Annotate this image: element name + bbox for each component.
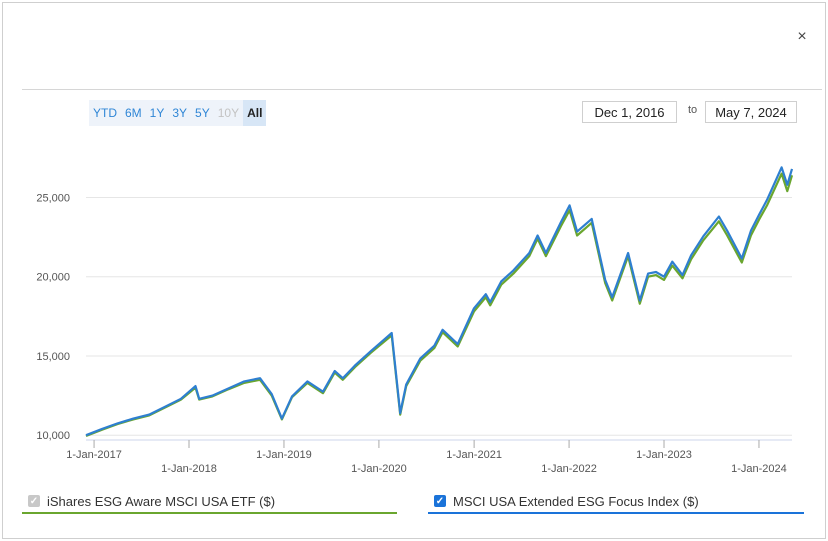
- x-tick-label: 1-Jan-2020: [351, 463, 407, 475]
- legend-item-series1[interactable]: ✓ iShares ESG Aware MSCI USA ETF ($): [22, 488, 275, 514]
- x-tick-label: 1-Jan-2024: [731, 463, 787, 475]
- range-button-5y[interactable]: 5Y: [195, 106, 210, 120]
- series-line-2: [85, 166, 794, 437]
- range-selector: YTD 6M 1Y 3Y 5Y 10Y All: [89, 100, 267, 126]
- grid-layer: [86, 196, 792, 436]
- series2-label: MSCI USA Extended ESG Focus Index ($): [453, 493, 699, 509]
- date-to-label: to: [688, 104, 698, 116]
- series1-underline: [22, 512, 397, 514]
- series1-checkbox[interactable]: ✓: [28, 495, 40, 507]
- series1-label: iShares ESG Aware MSCI USA ETF ($): [47, 493, 276, 509]
- y-tick-label: 10,000: [36, 430, 70, 442]
- series-layer: [85, 166, 794, 438]
- x-tick-label: 1-Jan-2022: [541, 463, 597, 475]
- series-line-1: [85, 172, 794, 438]
- series2-underline: [428, 512, 804, 514]
- y-tick-label: 15,000: [36, 351, 70, 363]
- x-tick-label: 1-Jan-2019: [256, 449, 312, 461]
- x-tick-label: 1-Jan-2021: [446, 449, 502, 461]
- range-button-ytd[interactable]: YTD: [93, 106, 117, 120]
- x-tick-label: 1-Jan-2018: [161, 463, 217, 475]
- close-icon[interactable]: ×: [797, 28, 807, 45]
- legend-item-series2[interactable]: ✓ MSCI USA Extended ESG Focus Index ($): [428, 488, 699, 514]
- series2-checkbox[interactable]: ✓: [434, 495, 446, 507]
- range-button-all[interactable]: All: [243, 100, 267, 126]
- range-button-10y: 10Y: [217, 106, 240, 120]
- range-button-1y[interactable]: 1Y: [149, 106, 165, 120]
- header-divider: [22, 89, 822, 90]
- date-to-input[interactable]: May 7, 2024: [705, 101, 797, 123]
- range-button-3y[interactable]: 3Y: [172, 106, 188, 120]
- x-tick-label: 1-Jan-2017: [66, 449, 122, 461]
- date-from-input[interactable]: Dec 1, 2016: [582, 101, 677, 123]
- x-tick-label: 1-Jan-2023: [636, 449, 692, 461]
- y-tick-label: 25,000: [36, 192, 70, 204]
- range-button-6m[interactable]: 6M: [125, 106, 142, 120]
- axis-layer: 10,000 15,000 20,000 25,000 1-Jan-2017 1-Jan-…: [36, 192, 792, 475]
- y-tick-label: 20,000: [36, 272, 70, 284]
